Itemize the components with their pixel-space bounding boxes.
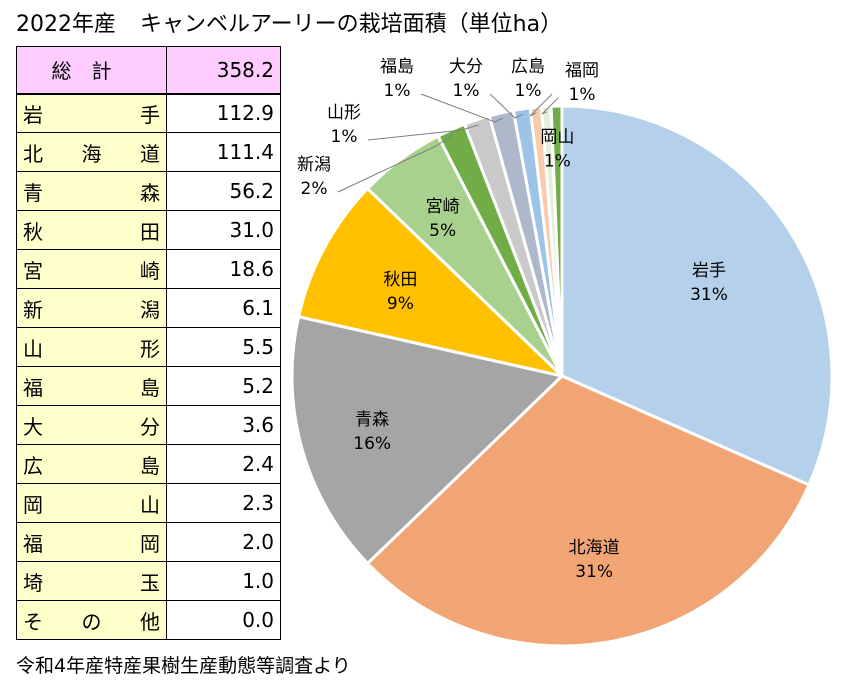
table-row: 秋田 31.0 (16, 210, 281, 250)
title-year: 2022年産 (16, 12, 116, 37)
table-row: 福岡 2.0 (16, 522, 281, 562)
row-area: 6.1 (166, 288, 281, 328)
table-row: 山形 5.5 (16, 327, 281, 367)
leader-line (529, 93, 553, 117)
row-area: 2.0 (166, 522, 281, 562)
row-area: 111.4 (166, 132, 281, 172)
table-row: 北海道 111.4 (16, 132, 281, 172)
total-label: 総計 (16, 46, 167, 95)
slice-percent-label: 16% (353, 434, 391, 454)
slice-name-label: 福島 (380, 57, 414, 77)
table-row: その他 0.0 (16, 600, 281, 640)
table-row: 新潟 6.1 (16, 288, 281, 328)
leader-line (337, 134, 454, 193)
table-row: 宮崎 18.6 (16, 249, 281, 289)
table-row: 大分 3.6 (16, 405, 281, 445)
slice-name-label: 新潟 (297, 155, 331, 175)
row-prefecture: 大分 (16, 405, 167, 445)
row-area: 3.6 (166, 405, 281, 445)
slice-percent-label: 1% (515, 81, 542, 101)
row-prefecture: 広島 (16, 444, 167, 484)
slice-name-label: 北海道 (569, 538, 620, 558)
slice-percent-label: 1% (331, 127, 358, 147)
pie-slice (560, 104, 834, 487)
slice-percent-label: 1% (544, 152, 571, 172)
row-area: 2.4 (166, 444, 281, 484)
row-prefecture: 福岡 (16, 522, 167, 562)
slice-percent-label: 1% (453, 81, 480, 101)
leader-line (489, 93, 523, 119)
slice-percent-label: 2% (301, 179, 328, 199)
slice-percent-label: 1% (569, 85, 596, 105)
row-prefecture: 北海道 (16, 132, 167, 172)
page-title: 2022年産 キャンベルアーリーの栽培面積（単位ha） (16, 6, 562, 38)
row-area: 2.3 (166, 483, 281, 523)
slice-name-label: 広島 (511, 57, 545, 77)
slice-name-label: 大分 (449, 57, 483, 77)
pie-slice (290, 314, 566, 566)
slice-name-label: 秋田 (383, 270, 417, 290)
pie-slice (549, 104, 564, 377)
slice-percent-label: 5% (429, 221, 456, 241)
data-table: 総計 358.2 岩手 112.9 北海道 111.4 青森 56.2 秋田 31.0 宮崎 18… (16, 46, 281, 640)
row-prefecture: 宮崎 (16, 249, 167, 289)
pie-slice (365, 374, 812, 648)
table-row: 福島 5.2 (16, 366, 281, 406)
slice-percent-label: 31% (575, 562, 613, 582)
slice-name-label: 岡山 (540, 128, 574, 148)
slice-name-label: 岩手 (692, 261, 726, 281)
slice-name-label: 山形 (327, 103, 361, 123)
row-prefecture: 福島 (16, 366, 167, 406)
row-prefecture: 新潟 (16, 288, 167, 328)
row-area: 5.2 (166, 366, 281, 406)
slice-percent-label: 1% (384, 81, 411, 101)
slice-name-label: 福岡 (565, 61, 599, 81)
slice-percent-label: 9% (387, 294, 414, 314)
table-row: 埼玉 1.0 (16, 561, 281, 601)
row-prefecture: 岡山 (16, 483, 167, 523)
leader-line (367, 124, 479, 141)
row-prefecture: 山形 (16, 327, 167, 367)
source-note: 令和4年産特産果樹生産動態等調査より (16, 655, 351, 677)
table-row: 岡山 2.3 (16, 483, 281, 523)
table-row-total: 総計 358.2 (16, 46, 281, 95)
slice-name-label: 青森 (355, 410, 389, 430)
leader-line (541, 97, 559, 115)
table-row: 広島 2.4 (16, 444, 281, 484)
title-subject: キャンベルアーリーの栽培面積（単位ha） (140, 12, 563, 37)
row-area: 112.9 (166, 93, 281, 133)
row-area: 0.0 (166, 600, 281, 640)
leader-line (420, 93, 503, 123)
row-prefecture: その他 (16, 600, 167, 640)
row-area: 31.0 (166, 210, 281, 250)
slice-percent-label: 31% (690, 285, 728, 305)
pie-slice (296, 186, 567, 379)
slice-name-label: 宮崎 (426, 197, 460, 217)
row-prefecture: 秋田 (16, 210, 167, 250)
row-area: 56.2 (166, 171, 281, 211)
total-value: 358.2 (166, 46, 281, 95)
